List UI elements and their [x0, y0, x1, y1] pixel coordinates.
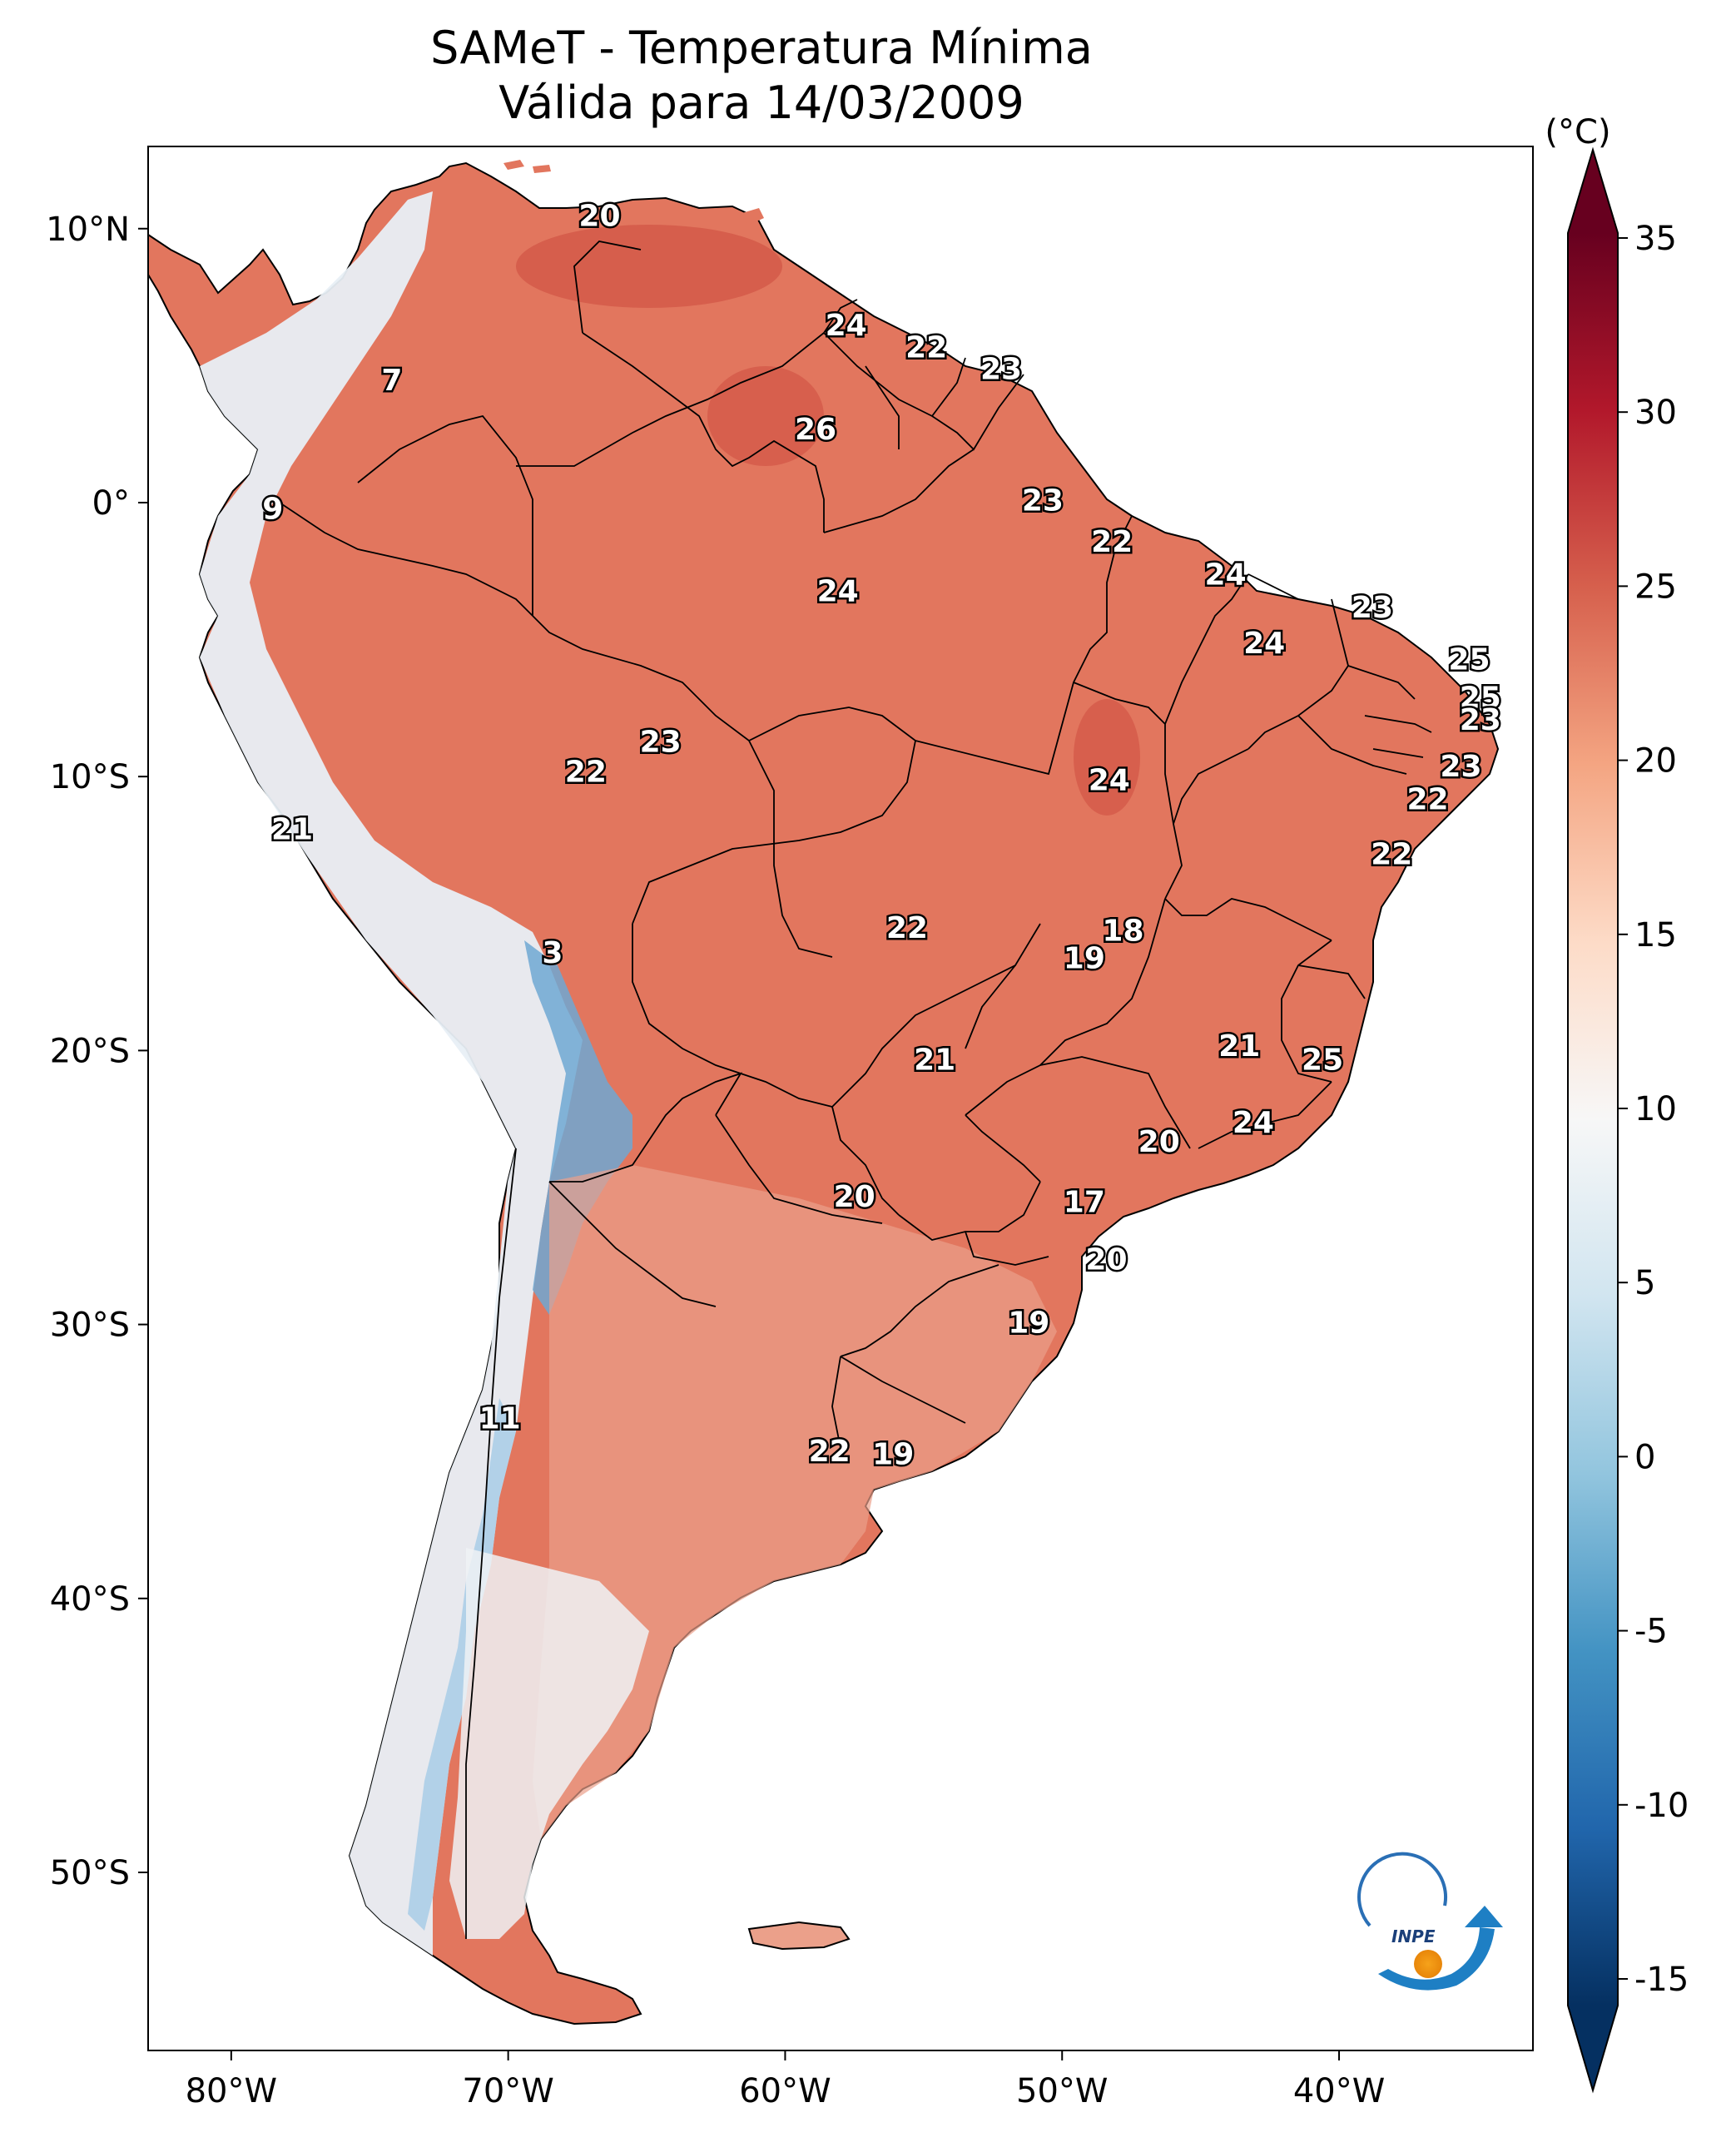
colorbar-tick-label: 10 — [1634, 1090, 1677, 1128]
temperature-value-label: 22 — [886, 911, 928, 945]
tocantins-hot-zone — [1074, 699, 1140, 816]
temperature-value-label: 19 — [872, 1437, 914, 1471]
lon-tick-label: 80°W — [186, 2072, 277, 2110]
colorbar-bar — [1568, 233, 1618, 2006]
temperature-value-label: 24 — [1233, 1106, 1274, 1140]
temperature-value-label: 9 — [262, 493, 283, 527]
lat-tick-label: 40°S — [50, 1580, 130, 1619]
colorbar-tick-label: -15 — [1634, 1961, 1689, 1999]
longitude-axis: 80°W 70°W 60°W 50°W 40°W — [186, 2050, 1385, 2110]
temperature-value-label: 25 — [1460, 682, 1501, 716]
latitude-axis: 10°N 0° 10°S 20°S 30°S 40°S 50°S — [46, 211, 148, 1892]
logo-arrow — [1465, 1906, 1503, 1927]
temperature-value-label: 23 — [1460, 703, 1501, 737]
colorbar-min-arrow — [1568, 2006, 1618, 2090]
colorbar: (°C) 35 30 25 20 15 10 5 0 -5 -10 -15 — [1545, 113, 1689, 2094]
temperature-value-label: 21 — [914, 1043, 955, 1077]
temperature-value-label: 23 — [1440, 750, 1481, 784]
temperature-value-label: 22 — [905, 330, 947, 364]
temperature-value-label: 23 — [980, 353, 1022, 387]
temperature-value-label: 7 — [381, 364, 402, 398]
pampa-warm-zone — [533, 1165, 1057, 1839]
temperature-value-label: 22 — [1406, 783, 1448, 817]
temperature-value-label: 22 — [565, 756, 607, 790]
temperature-value-label: 19 — [1008, 1306, 1049, 1340]
temperature-value-label: 3 — [542, 936, 563, 970]
temperature-value-label: 22 — [809, 1435, 851, 1469]
temperature-value-label: 26 — [795, 413, 836, 447]
temperature-value-label: 25 — [1302, 1043, 1343, 1077]
temperature-value-label: 17 — [1064, 1185, 1105, 1219]
logo-orbit — [1357, 1852, 1448, 1927]
logo-text: INPE — [1391, 1926, 1436, 1946]
colorbar-tick-label: -5 — [1634, 1613, 1668, 1651]
southern-andes-cold — [408, 1398, 516, 1931]
temperature-value-label: 20 — [578, 199, 620, 233]
temperature-value-label: 11 — [479, 1402, 521, 1436]
inpe-logo: INPE — [1357, 1852, 1503, 1991]
temperature-value-label: 18 — [1102, 915, 1143, 949]
country-borders — [274, 240, 1432, 1939]
temperature-value-label: 25 — [1448, 643, 1490, 677]
temperature-value-label: 24 — [1205, 558, 1247, 593]
temperature-value-label: 24 — [1089, 763, 1130, 797]
map-subtitle: Válida para 14/03/2009 — [498, 77, 1024, 129]
colorbar-tick-label: 0 — [1634, 1438, 1655, 1476]
roraima-hot-zone — [707, 366, 824, 466]
colorbar-ticks: 35 30 25 20 15 10 5 0 -5 -10 -15 — [1618, 220, 1689, 1999]
colorbar-tick-label: 15 — [1634, 916, 1677, 955]
map-title: SAMeT - Temperatura Mínima — [430, 22, 1093, 74]
temperature-value-label: 24 — [817, 574, 859, 608]
lat-tick-label: 0° — [92, 484, 130, 523]
lat-tick-label: 30°S — [50, 1307, 130, 1345]
lat-tick-label: 10°N — [46, 211, 130, 249]
land-layer — [148, 160, 1500, 2026]
lon-tick-label: 40°W — [1293, 2072, 1385, 2110]
lon-tick-label: 70°W — [462, 2072, 553, 2110]
colorbar-unit: (°C) — [1545, 113, 1610, 151]
lon-tick-label: 60°W — [739, 2072, 831, 2110]
temperature-value-label: 24 — [1243, 627, 1285, 661]
temperature-value-label: 22 — [1371, 837, 1412, 871]
temperature-value-label: 22 — [1091, 525, 1133, 559]
lat-tick-label: 10°S — [50, 758, 130, 796]
patagonia-cool-zone — [449, 1548, 649, 1939]
temperature-value-label: 19 — [1064, 941, 1105, 975]
colorbar-tick-label: 20 — [1634, 742, 1677, 781]
lat-tick-label: 20°S — [50, 1032, 130, 1070]
colorbar-max-arrow — [1568, 150, 1618, 233]
temperature-value-label: 23 — [640, 725, 682, 759]
colorbar-tick-label: 35 — [1634, 220, 1677, 258]
venezuela-hot-zone — [516, 225, 782, 308]
temperature-value-label: 20 — [834, 1180, 875, 1214]
logo-swoosh — [1378, 1927, 1495, 1991]
temperature-value-label: 20 — [1138, 1125, 1180, 1159]
temperature-value-label: 23 — [1352, 591, 1393, 625]
temperature-value-label: 21 — [271, 813, 313, 847]
colorbar-outline — [1567, 146, 1619, 2094]
temperature-value-label: 24 — [826, 309, 867, 343]
logo-sun — [1414, 1950, 1442, 1978]
temperature-value-label: 20 — [1085, 1243, 1127, 1277]
temperature-value-label: 23 — [1022, 484, 1064, 518]
temperature-value-label: 21 — [1218, 1029, 1260, 1064]
falkland-islands — [747, 1921, 851, 1951]
colorbar-tick-label: -10 — [1634, 1787, 1689, 1825]
map-frame-border — [147, 146, 1534, 2051]
lat-tick-label: 50°S — [50, 1854, 130, 1892]
lon-tick-label: 50°W — [1016, 2072, 1108, 2110]
colorbar-tick-label: 30 — [1634, 394, 1677, 432]
colorbar-tick-label: 25 — [1634, 568, 1677, 606]
colorbar-tick-label: 5 — [1634, 1264, 1655, 1302]
